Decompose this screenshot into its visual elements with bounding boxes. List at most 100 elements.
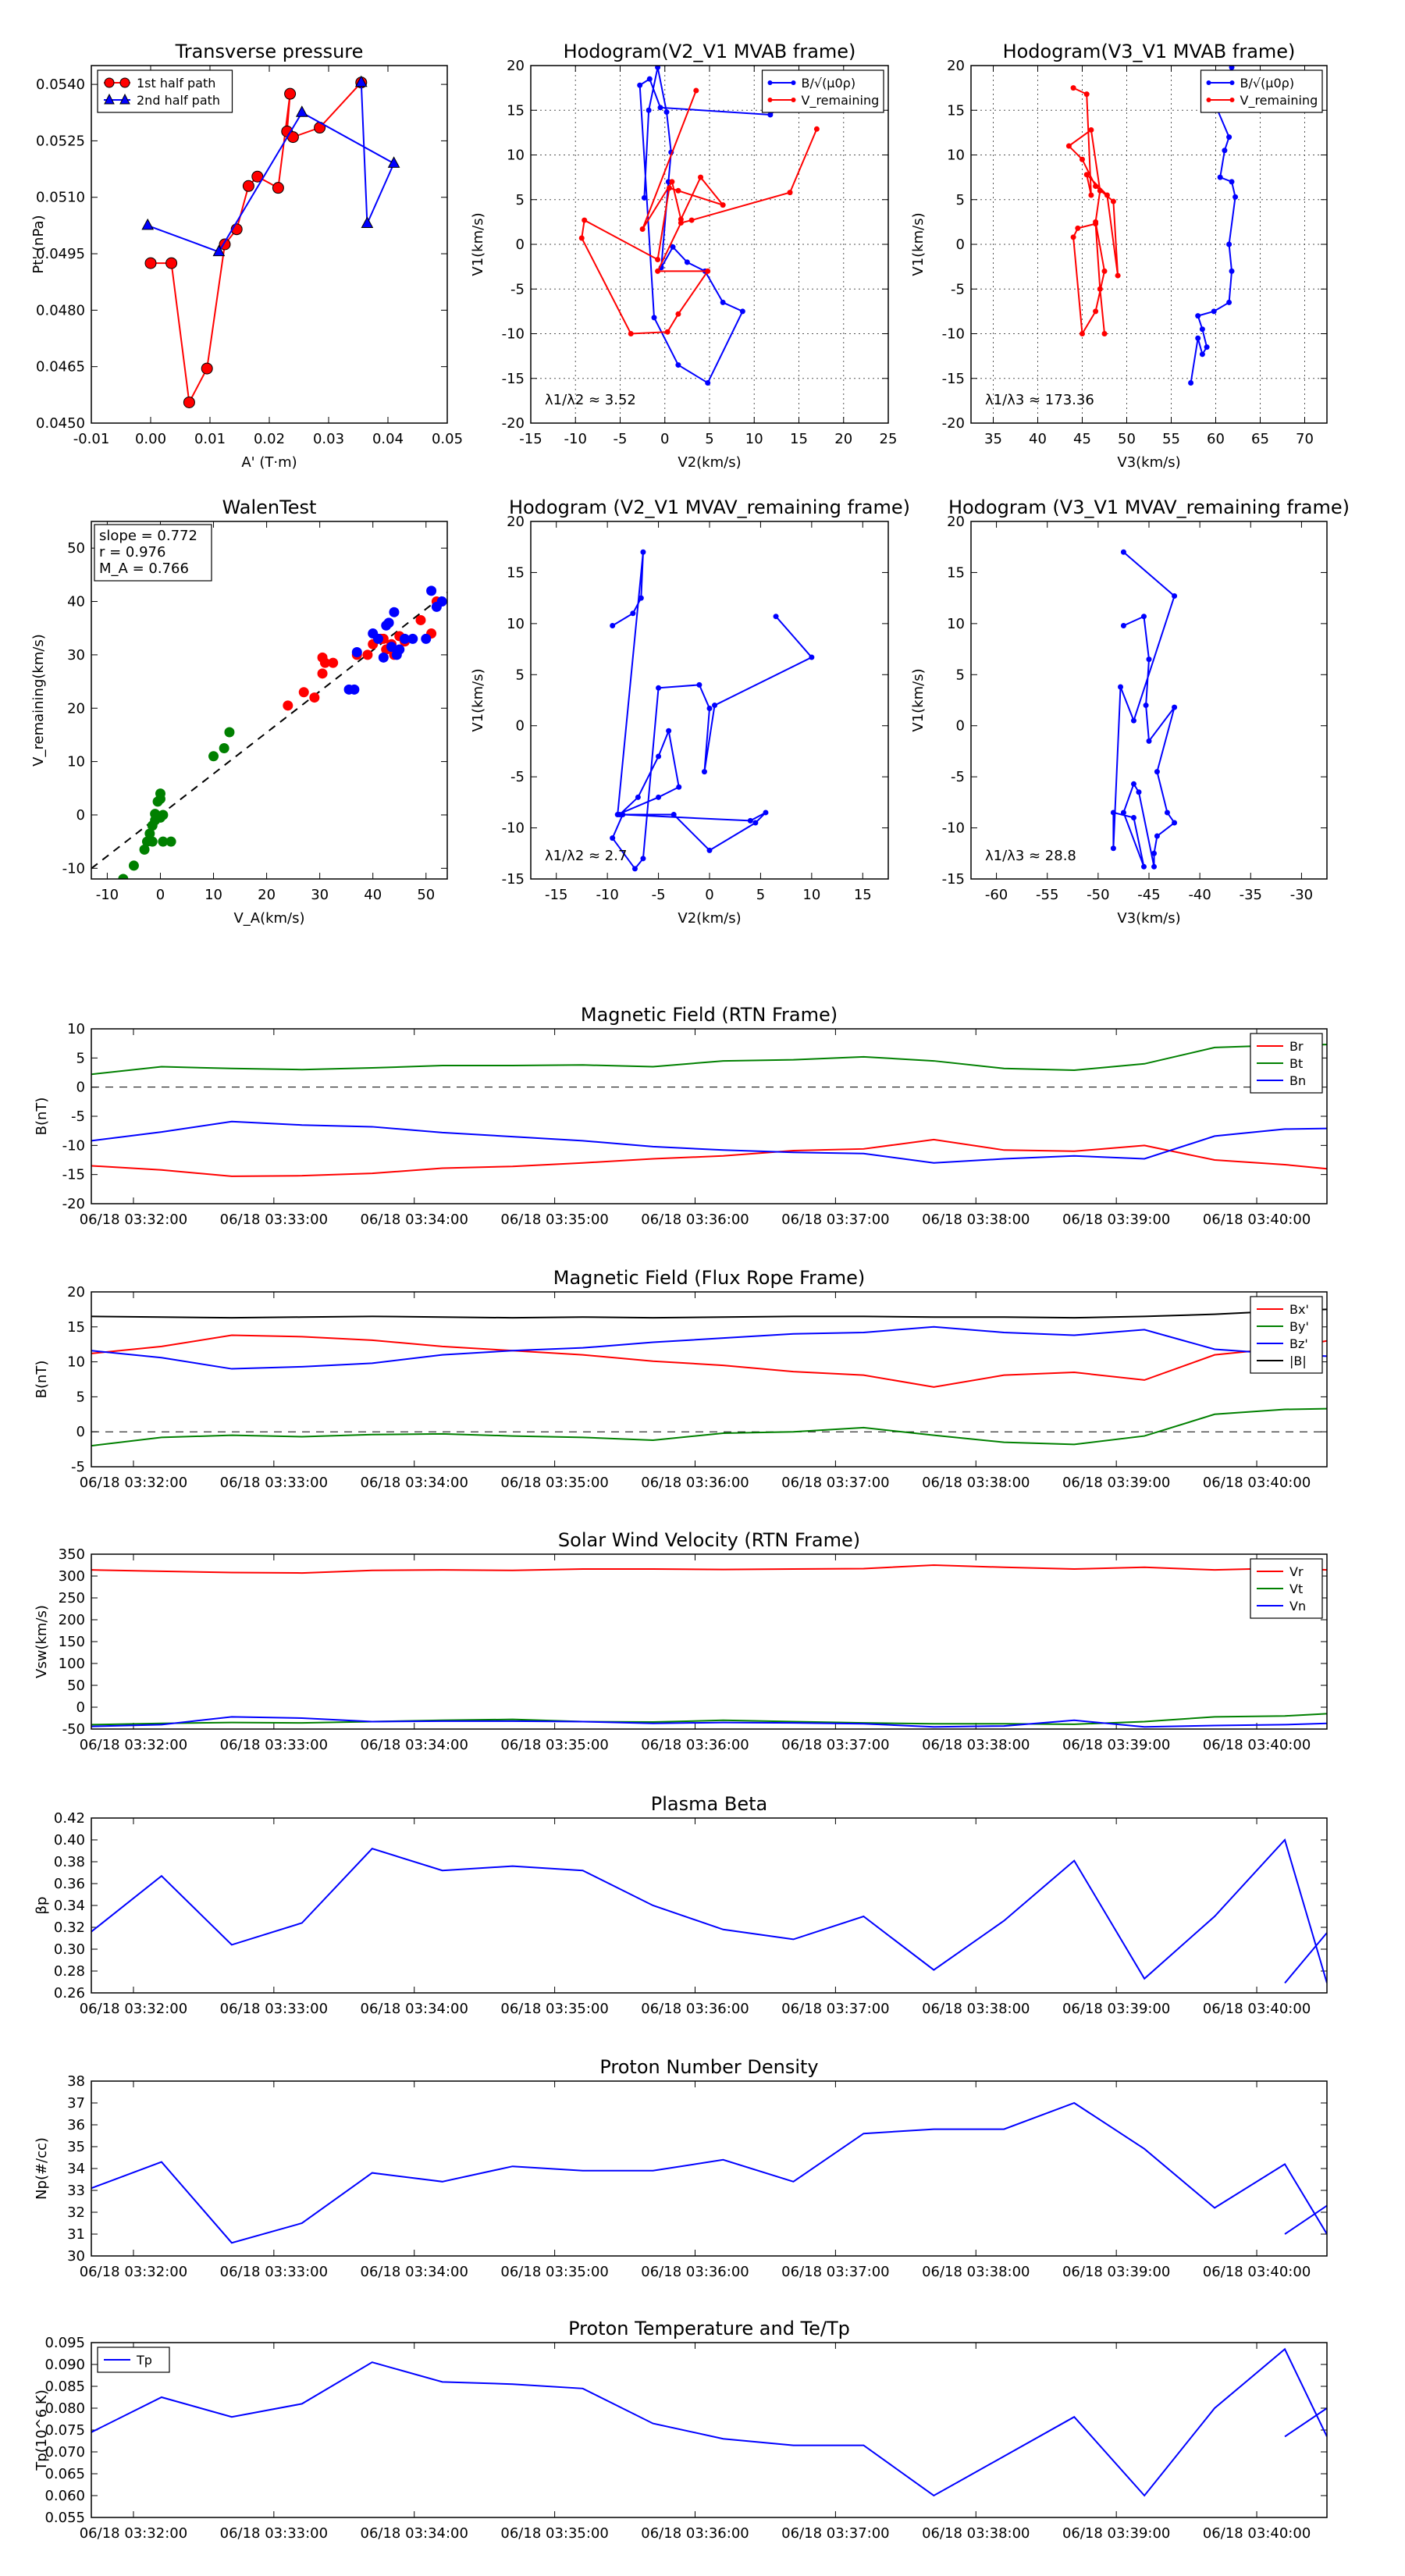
- data-point: [1195, 313, 1201, 319]
- data-point: [1140, 863, 1147, 870]
- x-tick-label: 45: [1073, 431, 1091, 447]
- data-point: [1070, 85, 1076, 91]
- x-tick-label: 06/18 03:35:00: [500, 1737, 608, 1753]
- data-point: [283, 700, 293, 711]
- y-tick-label: -5: [951, 769, 965, 785]
- data-point: [705, 379, 711, 386]
- x-tick-label: 15: [790, 431, 808, 447]
- y-tick-label: 40: [67, 594, 85, 610]
- data-point: [639, 226, 646, 233]
- data-point: [1151, 850, 1158, 856]
- y-tick-label: -15: [942, 871, 965, 888]
- y-tick-label: 0.26: [54, 1985, 85, 2001]
- y-tick-label: 0.0540: [36, 76, 85, 93]
- data-point: [676, 784, 682, 790]
- data-point: [436, 596, 447, 607]
- x-tick-label: 06/18 03:37:00: [781, 1737, 889, 1753]
- y-axis-label: βp: [34, 1897, 50, 1915]
- y-tick-label: 0.080: [44, 2400, 85, 2417]
- chart-title: Hodogram(V3_V1 MVAB frame): [1003, 41, 1296, 62]
- y-tick-label: 0.28: [54, 1963, 85, 1980]
- data-point: [1217, 174, 1223, 180]
- legend-label: 2nd half path: [137, 93, 220, 108]
- y-tick-label: 15: [507, 564, 525, 581]
- data-point: [328, 657, 339, 668]
- x-tick-label: 06/18 03:32:00: [80, 1737, 187, 1753]
- data-point: [666, 728, 672, 734]
- data-point: [688, 217, 695, 223]
- data-point: [656, 753, 662, 760]
- y-tick-label: 5: [516, 192, 525, 208]
- legend: 1st half path 2nd half path: [97, 69, 233, 113]
- y-tick-label: -15: [502, 371, 525, 387]
- y-axis-label: B(nT): [34, 1098, 50, 1136]
- x-tick-label: 5: [705, 431, 713, 447]
- y-tick-label: 0: [956, 718, 965, 735]
- panel-solar-wind-velocity: Solar Wind Velocity (RTN Frame) 06/18 03:…: [34, 1529, 1328, 1753]
- data-point: [657, 105, 663, 111]
- data-point: [361, 216, 374, 228]
- y-tick-label: 0.0495: [36, 246, 85, 262]
- legend: Tp: [97, 2347, 170, 2373]
- x-tick-label: -50: [1087, 887, 1109, 903]
- y-tick-label: 0.40: [54, 1832, 85, 1848]
- y-tick-label: 300: [59, 1568, 85, 1585]
- plot-area: [91, 1308, 1327, 1447]
- data-point: [1110, 845, 1116, 852]
- y-axis-label: V1(km/s): [470, 668, 486, 731]
- data-point: [706, 705, 713, 711]
- x-tick-label: 06/18 03:38:00: [922, 1212, 1030, 1228]
- data-point: [675, 311, 681, 317]
- x-tick-label: 40: [364, 887, 382, 903]
- legend-label: Vt: [1289, 1582, 1303, 1596]
- y-tick-label: 0.38: [54, 1854, 85, 1870]
- data-point: [1222, 148, 1228, 154]
- data-point: [628, 331, 634, 336]
- x-tick-label: 06/18 03:34:00: [361, 2001, 468, 2017]
- data-point: [362, 649, 373, 660]
- data-point: [637, 82, 643, 88]
- data-point: [1104, 192, 1110, 198]
- y-tick-label: 15: [947, 102, 965, 119]
- data-point: [664, 329, 670, 335]
- data-point: [1070, 234, 1076, 240]
- x-tick-label: 0.01: [194, 431, 226, 447]
- data-point: [373, 633, 384, 644]
- y-tick-label: 5: [76, 1050, 85, 1066]
- series-line-Vt: [91, 1713, 1327, 1726]
- x-tick-label: 0.00: [135, 431, 166, 447]
- y-tick-label: -5: [510, 281, 525, 297]
- data-point: [212, 244, 226, 257]
- legend-label: By': [1289, 1319, 1309, 1334]
- x-tick-label: 06/18 03:32:00: [80, 1212, 187, 1228]
- y-tick-label: -10: [62, 1137, 85, 1154]
- x-tick-label: 06/18 03:39:00: [1062, 1737, 1170, 1753]
- y-axis-label: V1(km/s): [910, 212, 927, 276]
- data-point: [696, 681, 702, 688]
- y-tick-label: -20: [502, 415, 525, 432]
- y-tick-label: 0.0480: [36, 302, 85, 318]
- data-point: [747, 817, 753, 824]
- data-point: [635, 794, 641, 800]
- data-point: [165, 257, 178, 269]
- data-point: [767, 112, 774, 118]
- data-point: [1199, 351, 1205, 358]
- x-tick-label: 06/18 03:32:00: [80, 1475, 187, 1491]
- data-point: [739, 308, 745, 315]
- y-tick-label: 20: [67, 1284, 85, 1300]
- y-axis-label: Vsw(km/s): [34, 1605, 50, 1678]
- y-tick-label: 20: [507, 514, 525, 530]
- plot-frame: [91, 1817, 1328, 1994]
- x-tick-label: 06/18 03:33:00: [220, 2264, 328, 2280]
- legend-label: Bx': [1289, 1302, 1309, 1317]
- data-point: [309, 692, 320, 703]
- series-line-Vremaining: [1112, 551, 1176, 867]
- y-tick-label: 32: [67, 2204, 85, 2221]
- data-point: [620, 812, 626, 818]
- y-tick-label: 20: [947, 58, 965, 74]
- data-point: [720, 299, 726, 305]
- legend-label: |B|: [1289, 1354, 1307, 1368]
- data-point: [139, 844, 150, 855]
- data-point: [809, 654, 815, 660]
